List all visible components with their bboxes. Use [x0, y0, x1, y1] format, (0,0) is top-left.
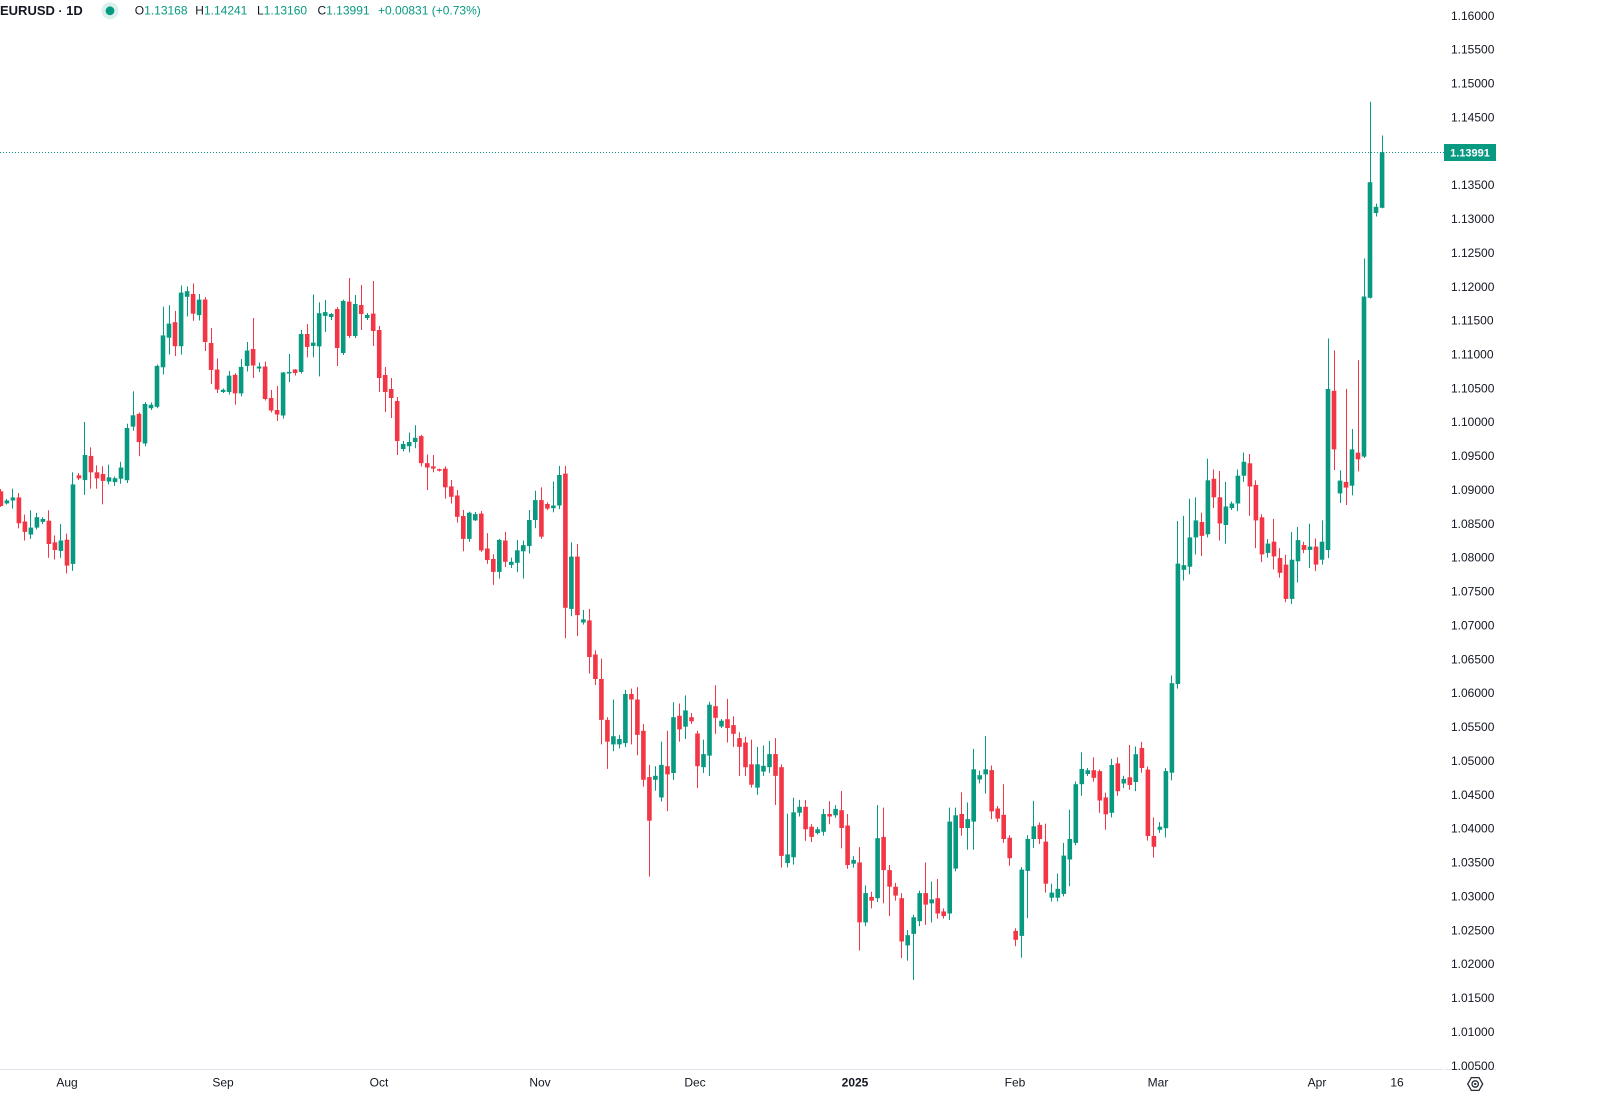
svg-text:1.11500: 1.11500 [1451, 314, 1494, 328]
svg-text:1.13000: 1.13000 [1451, 212, 1495, 226]
svg-text:1.07500: 1.07500 [1451, 585, 1495, 599]
svg-text:2025: 2025 [842, 1076, 869, 1090]
svg-text:+0.00831 (+0.73%): +0.00831 (+0.73%) [378, 4, 481, 18]
svg-text:1.15500: 1.15500 [1451, 43, 1495, 57]
svg-text:1.08000: 1.08000 [1451, 551, 1495, 565]
svg-text:Sep: Sep [212, 1076, 234, 1090]
svg-text:C1.13991: C1.13991 [318, 4, 370, 18]
svg-text:1.07000: 1.07000 [1451, 619, 1495, 633]
svg-text:Feb: Feb [1005, 1076, 1026, 1090]
svg-text:H1.14241: H1.14241 [195, 4, 247, 18]
svg-text:Nov: Nov [529, 1076, 550, 1090]
svg-text:Dec: Dec [684, 1076, 705, 1090]
svg-text:1.10500: 1.10500 [1451, 381, 1495, 395]
svg-text:1.09500: 1.09500 [1451, 449, 1495, 463]
svg-text:1.05000: 1.05000 [1451, 754, 1495, 768]
svg-text:O1.13168: O1.13168 [135, 4, 188, 18]
svg-text:1.11000: 1.11000 [1451, 348, 1494, 362]
svg-text:1.15000: 1.15000 [1451, 77, 1495, 91]
svg-text:1.16000: 1.16000 [1451, 9, 1495, 23]
svg-text:1.12500: 1.12500 [1451, 246, 1495, 260]
svg-text:Apr: Apr [1308, 1076, 1327, 1090]
svg-text:1.02000: 1.02000 [1451, 957, 1495, 971]
svg-text:EURUSD · 1D: EURUSD · 1D [0, 3, 83, 18]
svg-text:Aug: Aug [56, 1076, 77, 1090]
svg-text:1.14500: 1.14500 [1451, 110, 1495, 124]
svg-text:1.03500: 1.03500 [1451, 856, 1495, 870]
svg-text:1.01000: 1.01000 [1451, 1025, 1495, 1039]
svg-text:L1.13160: L1.13160 [257, 4, 307, 18]
svg-text:1.10000: 1.10000 [1451, 415, 1495, 429]
svg-text:1.09000: 1.09000 [1451, 483, 1495, 497]
svg-text:Mar: Mar [1148, 1076, 1169, 1090]
svg-text:1.06000: 1.06000 [1451, 686, 1495, 700]
svg-text:1.01500: 1.01500 [1451, 991, 1495, 1005]
svg-text:1.13500: 1.13500 [1451, 178, 1495, 192]
svg-text:1.04500: 1.04500 [1451, 788, 1495, 802]
svg-text:1.03000: 1.03000 [1451, 889, 1495, 903]
svg-text:1.06500: 1.06500 [1451, 652, 1495, 666]
svg-text:1.13991: 1.13991 [1450, 148, 1490, 160]
svg-text:1.08500: 1.08500 [1451, 517, 1495, 531]
svg-text:1.04000: 1.04000 [1451, 822, 1495, 836]
svg-text:1.02500: 1.02500 [1451, 923, 1495, 937]
svg-text:16: 16 [1390, 1076, 1404, 1090]
svg-text:1.00500: 1.00500 [1451, 1059, 1495, 1073]
svg-text:1.05500: 1.05500 [1451, 720, 1495, 734]
svg-text:1.12000: 1.12000 [1451, 280, 1495, 294]
svg-text:Oct: Oct [370, 1076, 389, 1090]
